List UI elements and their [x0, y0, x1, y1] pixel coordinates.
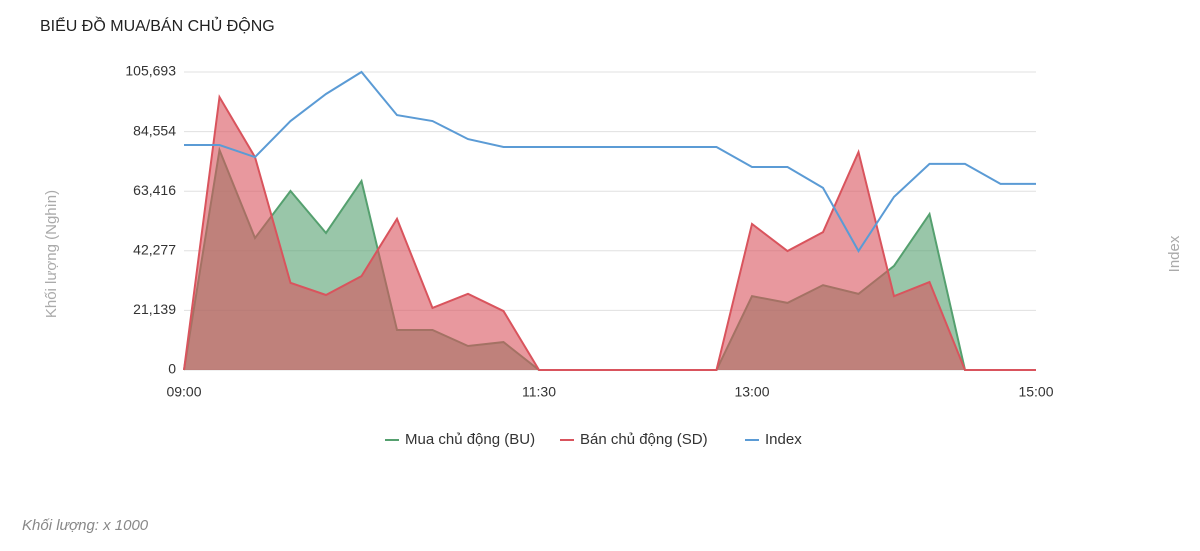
y-tick-label: 21,139	[133, 301, 176, 317]
x-tick-label: 13:00	[734, 384, 769, 400]
y-axis-label: Khối lượng (Nghìn)	[43, 190, 60, 318]
y-tick-label: 63,416	[133, 182, 176, 198]
y-tick-label: 0	[168, 361, 176, 377]
y-tick-label: 42,277	[133, 242, 176, 258]
area-fill	[184, 97, 1036, 370]
legend-label: Mua chủ động (BU)	[405, 431, 535, 448]
legend-label: Index	[765, 431, 802, 448]
chart-title: BIỂU ĐỒ MUA/BÁN CHỦ ĐỘNG	[40, 16, 275, 35]
y2-axis-label: Index	[1166, 235, 1183, 272]
legend-label: Bán chủ động (SD)	[580, 431, 708, 448]
y-tick-label: 84,554	[133, 122, 176, 138]
footnote: Khối lượng: x 1000	[22, 517, 149, 534]
x-tick-label: 11:30	[522, 384, 556, 400]
series-line	[183, 94, 1036, 371]
x-tick-label: 09:00	[166, 384, 201, 400]
x-tick-label: 15:00	[1018, 384, 1053, 400]
series-line	[184, 70, 1036, 253]
y-tick-label: 105,693	[125, 63, 176, 79]
